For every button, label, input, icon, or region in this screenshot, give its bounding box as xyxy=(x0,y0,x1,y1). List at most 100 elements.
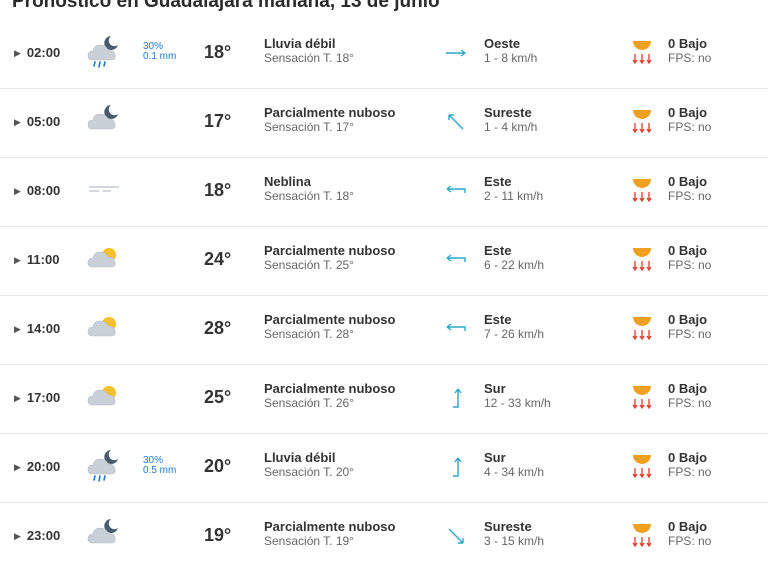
arrow-north-icon xyxy=(453,457,462,477)
arrow-northwest-icon xyxy=(448,114,464,130)
sun-cloud-icon xyxy=(87,317,116,337)
sun-protection: FPS: no xyxy=(668,327,712,341)
wind-info: Sur 12 - 33 km/h xyxy=(484,381,551,411)
sun-protection: FPS: no xyxy=(668,120,712,134)
expand-caret-icon[interactable]: ▶ xyxy=(14,531,21,541)
wind-info: Este 6 - 22 km/h xyxy=(484,243,545,273)
wind-info: Sureste 3 - 15 km/h xyxy=(484,519,544,549)
temperature: 25° xyxy=(204,387,232,407)
arrow-east-icon xyxy=(446,49,467,57)
forecast-row[interactable]: ▶ 23:00 19° Parcialmente nuboso Sensación… xyxy=(0,503,768,571)
wind-info: Sur 4 - 34 km/h xyxy=(484,451,544,480)
uv-sun-icon xyxy=(632,248,652,272)
sun-protection: FPS: no xyxy=(668,258,712,272)
feels-like: Sensación T. 25° xyxy=(264,258,354,272)
wind-direction: Este xyxy=(484,243,512,258)
uv-index: 0 Bajo xyxy=(668,312,708,327)
expand-caret-icon[interactable]: ▶ xyxy=(14,117,21,127)
arrow-west-icon xyxy=(446,254,466,262)
wind-speed: 2 - 11 km/h xyxy=(484,189,544,203)
feels-like: Sensación T. 28° xyxy=(264,327,354,341)
sun-protection: FPS: no xyxy=(668,189,712,203)
uv-info: 0 Bajo FPS: no xyxy=(668,37,712,66)
hour-toggle[interactable]: ▶ 17:00 xyxy=(14,390,60,405)
hour-label: 17:00 xyxy=(26,390,61,405)
page-title: Pronóstico en Guadalajara mañana, 13 de … xyxy=(12,0,440,12)
temperature: 17° xyxy=(204,111,232,131)
feels-like: Sensación T. 26° xyxy=(264,396,354,410)
uv-sun-icon xyxy=(632,41,652,65)
feels-like: Sensación T. 18° xyxy=(264,51,354,65)
moon-cloud-icon xyxy=(87,105,118,130)
expand-caret-icon[interactable]: ▶ xyxy=(14,48,21,58)
forecast-row[interactable]: ▶ 20:00 30% 0.5 mm 20° Lluvia débil Sensa… xyxy=(0,434,768,503)
condition-label: Parcialmente nuboso xyxy=(264,381,396,396)
uv-sun-icon xyxy=(632,386,652,410)
wind-info: Este 7 - 26 km/h xyxy=(484,312,544,342)
hour-toggle[interactable]: ▶ 20:00 xyxy=(14,459,60,474)
condition: Lluvia débil Sensación T. 20° xyxy=(264,451,354,480)
rain-amount: 0.1 mm xyxy=(143,51,177,62)
forecast-row[interactable]: ▶ 17:00 25° Parcialmente nuboso Sensación… xyxy=(0,365,768,434)
expand-caret-icon[interactable]: ▶ xyxy=(14,393,21,403)
wind-info: Oeste 1 - 8 km/h xyxy=(484,37,538,66)
condition: Neblina Sensación T. 18° xyxy=(264,174,354,204)
hour-label: 08:00 xyxy=(26,183,61,198)
uv-sun-icon xyxy=(632,524,652,548)
wind-speed: 12 - 33 km/h xyxy=(484,396,551,410)
sun-protection: FPS: no xyxy=(668,51,712,65)
wind-info: Sureste 1 - 4 km/h xyxy=(484,105,537,135)
uv-info: 0 Bajo FPS: no xyxy=(668,312,712,342)
condition: Parcialmente nuboso Sensación T. 17° xyxy=(264,105,396,135)
temperature: 18° xyxy=(204,42,232,62)
moon-cloud-icon xyxy=(87,519,118,544)
sun-protection: FPS: no xyxy=(668,396,712,410)
condition: Parcialmente nuboso Sensación T. 26° xyxy=(264,381,396,411)
forecast-row[interactable]: ▶ 02:00 30% 0.1 mm 18° Lluvia débil Sensa… xyxy=(0,20,768,89)
expand-caret-icon[interactable]: ▶ xyxy=(14,324,21,334)
wind-direction: Sureste xyxy=(484,105,532,120)
rain-percent: 30% xyxy=(143,455,164,466)
forecast-row[interactable]: ▶ 14:00 28° Parcialmente nuboso Sensación… xyxy=(0,296,768,365)
condition-label: Parcialmente nuboso xyxy=(264,105,396,120)
hour-label: 20:00 xyxy=(26,459,61,474)
hour-toggle[interactable]: ▶ 11:00 xyxy=(14,252,59,267)
uv-info: 0 Bajo FPS: no xyxy=(668,174,712,204)
forecast-row[interactable]: ▶ 05:00 17° Parcialmente nuboso Sensación… xyxy=(0,89,768,158)
temperature: 19° xyxy=(204,525,232,545)
hour-toggle[interactable]: ▶ 23:00 xyxy=(14,528,60,543)
wind-direction: Sur xyxy=(484,381,506,396)
temperature: 18° xyxy=(204,180,232,200)
hour-toggle[interactable]: ▶ 14:00 xyxy=(14,321,60,336)
expand-caret-icon[interactable]: ▶ xyxy=(14,186,21,196)
uv-index: 0 Bajo xyxy=(668,381,708,396)
rain-probability: 30% 0.1 mm xyxy=(143,42,176,62)
uv-sun-icon xyxy=(632,455,652,479)
wind-info: Este 2 - 11 km/h xyxy=(484,174,544,204)
feels-like: Sensación T. 19° xyxy=(264,534,354,548)
wind-speed: 6 - 22 km/h xyxy=(484,258,545,272)
expand-caret-icon[interactable]: ▶ xyxy=(14,462,21,472)
rain-percent: 30% xyxy=(143,41,164,52)
forecast-row[interactable]: ▶ 08:00 18° Neblina Sensación T. 18° Este… xyxy=(0,158,768,227)
uv-index: 0 Bajo xyxy=(668,174,708,189)
expand-caret-icon[interactable]: ▶ xyxy=(14,255,21,265)
sun-protection: FPS: no xyxy=(668,534,712,548)
wind-speed: 1 - 8 km/h xyxy=(484,51,538,65)
uv-info: 0 Bajo FPS: no xyxy=(668,243,712,273)
uv-index: 0 Bajo xyxy=(668,243,708,258)
hour-label: 05:00 xyxy=(26,114,61,129)
hour-toggle[interactable]: ▶ 05:00 xyxy=(14,114,60,129)
forecast-row[interactable]: ▶ 11:00 24° Parcialmente nuboso Sensación… xyxy=(0,227,768,296)
hour-toggle[interactable]: ▶ 02:00 xyxy=(14,45,60,60)
condition: Parcialmente nuboso Sensación T. 25° xyxy=(264,244,395,273)
uv-info: 0 Bajo FPS: no xyxy=(668,381,712,411)
wind-direction: Este xyxy=(484,174,512,189)
hour-toggle[interactable]: ▶ 08:00 xyxy=(14,183,60,198)
arrow-north-icon xyxy=(453,388,462,408)
wind-direction: Sureste xyxy=(484,519,532,534)
condition-label: Neblina xyxy=(264,174,311,189)
hourly-forecast-list: ▶ 02:00 30% 0.1 mm 18° Lluvia débil Sensa… xyxy=(0,20,768,571)
wind-direction: Este xyxy=(484,312,512,327)
rain-probability: 30% 0.5 mm xyxy=(143,456,176,476)
